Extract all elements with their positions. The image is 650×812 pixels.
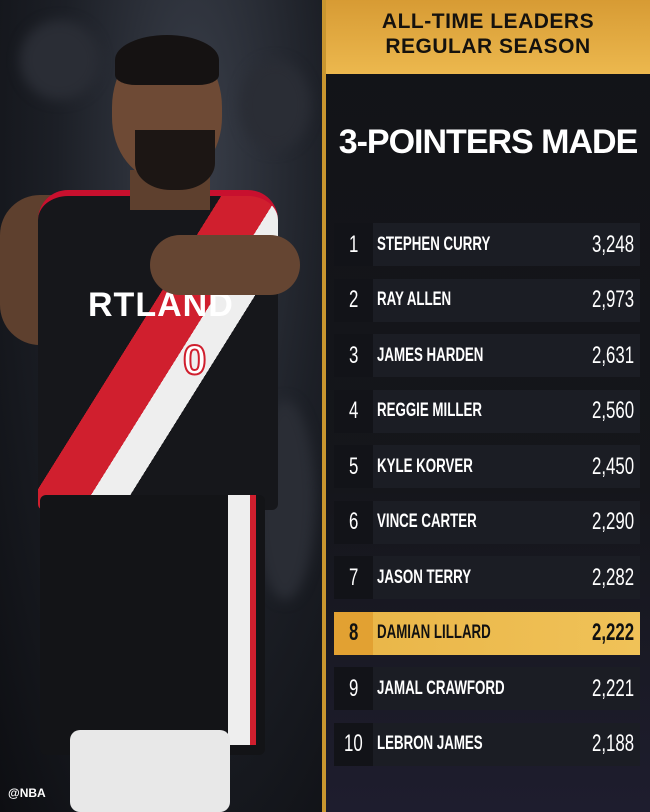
rank-text: 8 [348, 619, 359, 646]
leader-row: 1 STEPHEN CURRY 3,248 [334, 223, 640, 266]
player-shorts [40, 495, 265, 755]
player-name-text: JASON TERRY [377, 566, 472, 588]
value-text: 2,282 [591, 563, 634, 591]
three-pointers-value: 2,631 [574, 342, 640, 370]
player-name: RAY ALLEN [373, 289, 574, 311]
player-photo: RTLAND 0 @NBA [0, 0, 322, 812]
leader-row: 3 JAMES HARDEN 2,631 [334, 334, 640, 377]
player-name: VINCE CARTER [373, 511, 574, 533]
leader-row: 10 LEBRON JAMES 2,188 [334, 722, 640, 766]
leader-row: 4 REGGIE MILLER 2,560 [334, 389, 640, 433]
player-name-text: RAY ALLEN [377, 289, 452, 310]
rank-text: 1 [348, 230, 359, 258]
rank: 7 [334, 556, 373, 599]
rank: 9 [334, 667, 373, 710]
player-name: KYLE KORVER [373, 456, 574, 478]
player-name: REGGIE MILLER [373, 400, 574, 422]
three-pointers-value: 2,973 [574, 286, 640, 314]
three-pointers-value: 2,560 [574, 397, 640, 425]
value-text: 3,248 [591, 230, 634, 258]
player-name-text: DAMIAN LILLARD [377, 622, 491, 643]
gold-divider [322, 0, 326, 812]
rank: 6 [334, 500, 373, 544]
value-text: 2,560 [591, 397, 634, 424]
rank-text: 10 [344, 730, 363, 757]
leaders-panel: ALL-TIME LEADERS REGULAR SEASON 3-POINTE… [326, 0, 650, 812]
three-pointers-value: 2,221 [574, 675, 640, 703]
value-text: 2,290 [591, 508, 634, 535]
player-name: JAMAL CRAWFORD [373, 678, 574, 700]
three-pointers-value: 3,248 [574, 231, 640, 259]
value-text: 2,188 [591, 730, 634, 757]
player-name-text: STEPHEN CURRY [377, 233, 491, 255]
rank-text: 2 [348, 286, 359, 313]
stat-title: 3-POINTERS MADE [338, 123, 639, 161]
rank: 1 [334, 223, 373, 266]
player-name-text: KYLE KORVER [377, 455, 473, 477]
value-text: 2,450 [591, 452, 634, 480]
player-name: JAMES HARDEN [373, 345, 574, 367]
header-banner: ALL-TIME LEADERS REGULAR SEASON [326, 0, 650, 74]
three-pointers-value: 2,290 [574, 508, 640, 536]
value-text: 2,222 [591, 619, 634, 646]
jersey-number: 0 [182, 335, 207, 384]
rank: 2 [334, 278, 373, 322]
player-name-text: JAMAL CRAWFORD [377, 677, 505, 699]
player-name: DAMIAN LILLARD [373, 622, 574, 644]
leader-row: 7 JASON TERRY 2,282 [334, 556, 640, 599]
value-text: 2,221 [591, 674, 634, 702]
three-pointers-value: 2,450 [574, 453, 640, 481]
value-text: 2,631 [591, 341, 634, 369]
player-name-text: JAMES HARDEN [377, 344, 484, 366]
rank-text: 6 [348, 508, 359, 535]
player-name: JASON TERRY [373, 567, 574, 589]
value-text: 2,973 [591, 286, 634, 313]
leader-row: 9 JAMAL CRAWFORD 2,221 [334, 667, 640, 710]
player-name-text: REGGIE MILLER [377, 400, 482, 421]
rank-text: 4 [348, 397, 359, 424]
player-arm [150, 235, 300, 295]
rank-text: 7 [348, 563, 359, 591]
player-name: STEPHEN CURRY [373, 234, 574, 256]
nba-watermark: @NBA [8, 786, 46, 800]
rank: 5 [334, 445, 373, 488]
rank: 3 [334, 334, 373, 377]
leader-row: 2 RAY ALLEN 2,973 [334, 278, 640, 322]
player-name-text: VINCE CARTER [377, 511, 477, 532]
rank-text: 5 [348, 452, 359, 480]
three-pointers-value: 2,188 [574, 730, 640, 758]
rank: 10 [334, 722, 373, 766]
rank-text: 3 [348, 341, 359, 369]
header-line-1: ALL-TIME LEADERS [381, 10, 595, 33]
player-name: LEBRON JAMES [373, 733, 574, 755]
leader-row: 5 KYLE KORVER 2,450 [334, 445, 640, 488]
three-pointers-value: 2,282 [574, 564, 640, 592]
rank: 8 [334, 611, 373, 655]
header-line-2: REGULAR SEASON [385, 35, 591, 58]
three-pointers-value: 2,222 [574, 619, 640, 647]
rank-text: 9 [348, 674, 359, 702]
leader-row: 8 DAMIAN LILLARD 2,222 [334, 611, 640, 655]
player-name-text: LEBRON JAMES [377, 733, 483, 754]
rank: 4 [334, 389, 373, 433]
leader-row: 6 VINCE CARTER 2,290 [334, 500, 640, 544]
